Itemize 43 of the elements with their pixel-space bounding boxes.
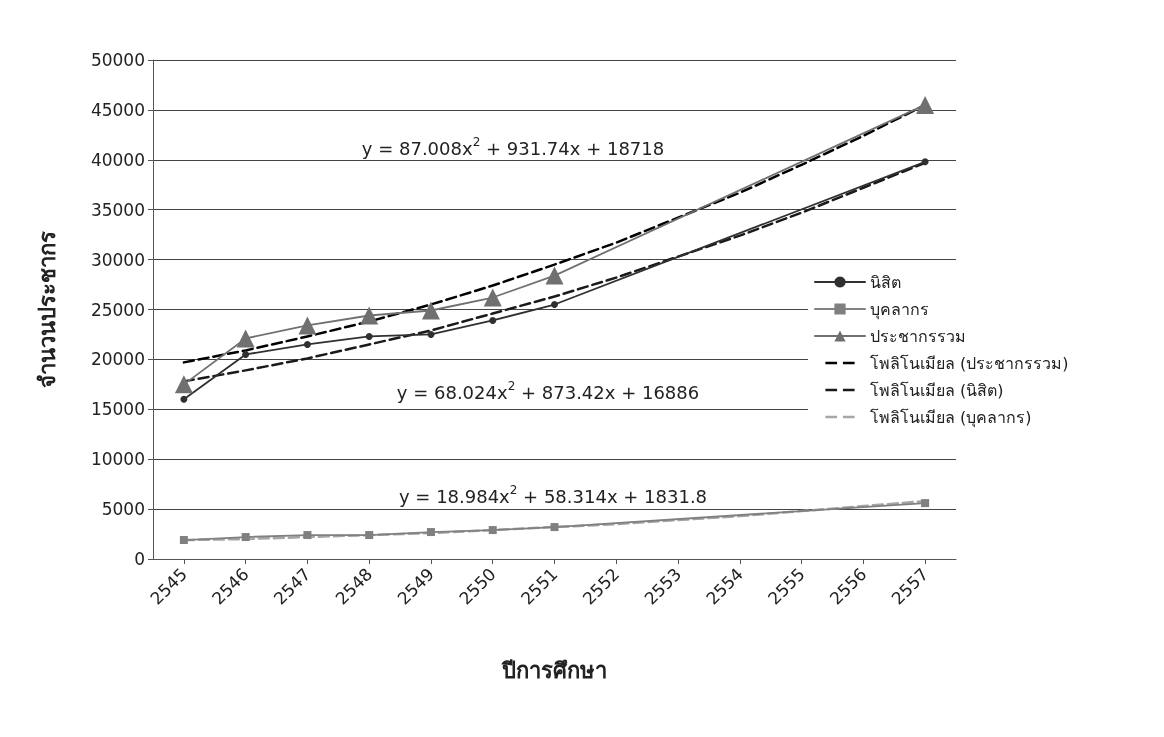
legend-label: โพลิโนเมียล (บุคลากร) <box>870 407 1032 428</box>
y-tick-label: 10000 <box>90 449 145 470</box>
point <box>421 301 440 320</box>
point <box>426 528 435 537</box>
y-tick-label: 25000 <box>90 299 145 320</box>
point <box>551 301 558 309</box>
point <box>303 531 312 540</box>
point <box>921 499 930 508</box>
y-tick-label: 35000 <box>90 199 145 220</box>
legend-label: โพลิโนเมียล (ประชากรรวม) <box>870 353 1069 373</box>
point <box>236 329 255 348</box>
point <box>179 536 188 545</box>
y-tick-label: 0 <box>134 549 145 569</box>
point <box>174 375 193 394</box>
point <box>241 533 250 542</box>
point <box>921 158 929 166</box>
point <box>545 266 564 285</box>
y-tick-label: 30000 <box>90 249 145 270</box>
y-tick-label: 40000 <box>90 149 145 170</box>
y-tick-label: 50000 <box>90 50 145 70</box>
y-tick-label: 20000 <box>90 349 145 370</box>
y-tick-label: 15000 <box>90 399 145 420</box>
point <box>298 316 317 335</box>
point <box>916 95 935 114</box>
point <box>483 288 502 307</box>
point <box>360 306 379 325</box>
y-tick-label: 45000 <box>90 99 145 120</box>
point <box>550 523 559 532</box>
legend-label: นิสิต <box>870 272 901 292</box>
point <box>303 340 311 348</box>
legend-label: โพลิโนเมียล (นิสิต) <box>870 380 1004 400</box>
point <box>180 395 188 403</box>
point <box>365 332 373 340</box>
point <box>488 526 497 535</box>
y-tick-label: 5000 <box>101 499 145 520</box>
legend-label: ประชากรรวม <box>870 326 966 346</box>
x-axis-title: ปีการศึกษา <box>501 657 607 683</box>
point <box>489 316 497 324</box>
legend-label: บุคลากร <box>870 299 929 320</box>
point <box>365 531 374 540</box>
point <box>242 350 250 358</box>
point <box>427 330 435 338</box>
y-axis-title: จำนวนประชากร <box>34 231 60 388</box>
